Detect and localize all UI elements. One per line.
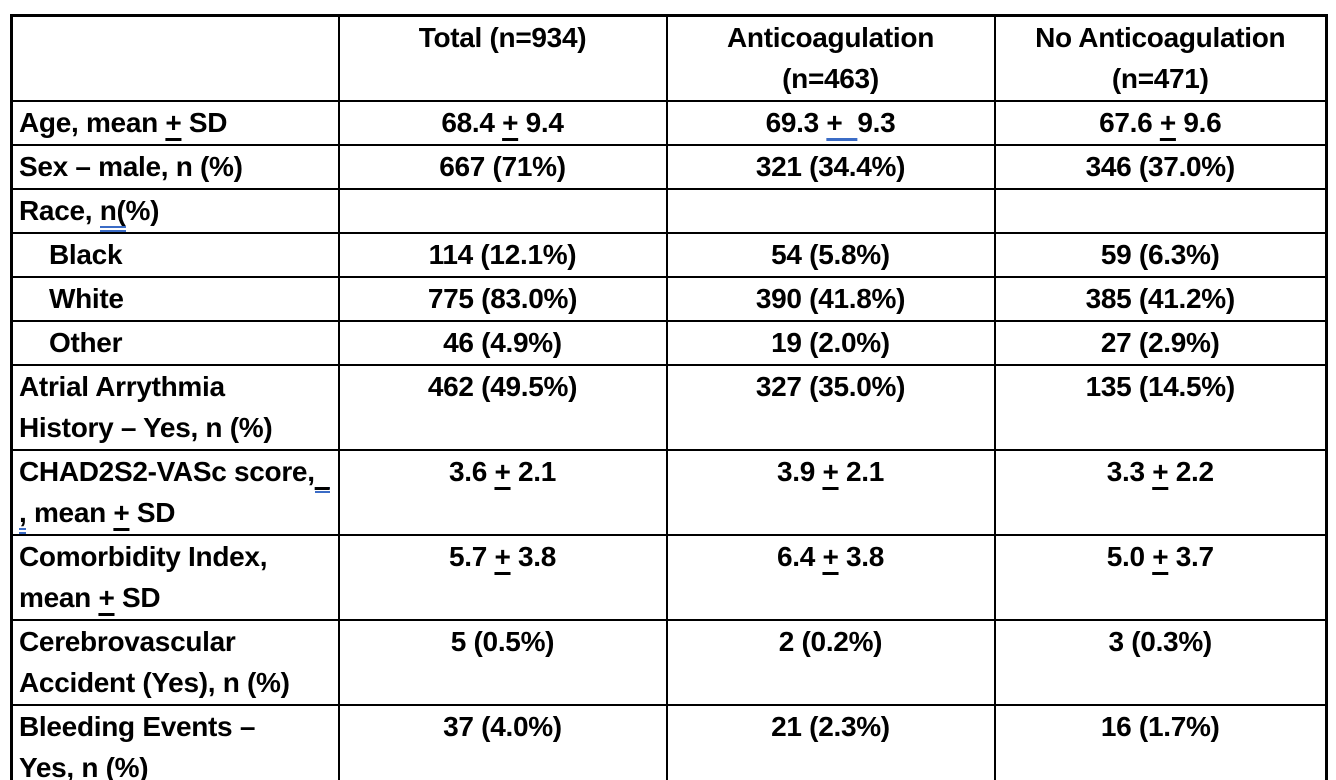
plus-minus-underline: + [1152,541,1169,572]
value-cell: 46 (4.9%) [337,320,668,366]
value-cell: 37 (4.0%) [337,704,668,780]
plus-minus-underline: + [822,541,839,572]
table-row-atrial-arrythmia-history: Atrial Arrythmia History – Yes, n (%) 462 … [10,364,1328,451]
value-cell: 3.6 + 2.1 [337,449,668,536]
value-cell: 21 (2.3%) [665,704,996,780]
row-label: Atrial Arrythmia History – Yes, n (%) [10,364,340,451]
value-cell: 19 (2.0%) [665,320,996,366]
plus-minus-underline: + [98,582,115,613]
value-cell: 16 (1.7%) [993,704,1328,780]
value-cell: 775 (83.0%) [337,276,668,322]
value-cell: 5.7 + 3.8 [337,534,668,621]
row-label: Cerebrovascular Accident (Yes), n (%) [10,619,340,706]
value-cell: 6.4 + 3.8 [665,534,996,621]
value-cell: 27 (2.9%) [993,320,1328,366]
value-cell: 321 (34.4%) [665,144,996,190]
value-cell: 54 (5.8%) [665,232,996,278]
value-cell: 385 (41.2%) [993,276,1328,322]
grammar-check-mark: , [19,497,27,533]
table-row-chad2s2-vasc-score: CHAD2S2-VASc score, , mean + SD 3.6 + 2.1… [10,449,1328,536]
value-cell: 3.9 + 2.1 [665,449,996,536]
plus-minus-underline: + [113,497,130,528]
value-cell: 69.3 + 9.3 [665,100,996,146]
value-cell: 390 (41.8%) [665,276,996,322]
value-cell: 2 (0.2%) [665,619,996,706]
table-row-bleeding-events: Bleeding Events – Yes, n (%) 37 (4.0%) 21 (… [10,704,1328,780]
table-row-race-white: White 775 (83.0%) 390 (41.8%) 385 (41.2%) [10,276,1328,322]
value-cell: 135 (14.5%) [993,364,1328,451]
row-label: Comorbidity Index, mean + SD [10,534,340,621]
value-cell [337,188,668,234]
table-row-race-other: Other 46 (4.9%) 19 (2.0%) 27 (2.9%) [10,320,1328,366]
value-cell [993,188,1328,234]
value-cell: 67.6 + 9.6 [993,100,1328,146]
column-header: No Anticoagulation (n=471) [993,14,1328,102]
value-cell: 5 (0.5%) [337,619,668,706]
plus-minus-underline: + [1159,107,1176,138]
row-label: Other [10,320,340,366]
document-page: { "colors": { "text": "#000000", "table_… [0,14,1336,780]
grammar-check-mark: n( [99,195,126,231]
table-row-race-black: Black 114 (12.1%) 54 (5.8%) 59 (6.3%) [10,232,1328,278]
plus-minus-underline: + [502,107,519,138]
value-cell: 59 (6.3%) [993,232,1328,278]
grammar-check-mark [314,456,330,493]
row-label: White [10,276,340,322]
table-row-race: Race, n(%) [10,188,1328,234]
value-cell: 3.3 + 2.2 [993,449,1328,536]
plus-minus-underline: + [822,456,839,487]
value-cell: 667 (71%) [337,144,668,190]
plus-minus-underline: + [1152,456,1169,487]
value-cell: 5.0 + 3.7 [993,534,1328,621]
table-row-age: Age, mean + SD 68.4 + 9.4 69.3 + 9.3 67.6 +… [10,100,1328,146]
value-cell: 3 (0.3%) [993,619,1328,706]
table-row-cerebrovascular-accident: Cerebrovascular Accident (Yes), n (%) 5 (0… [10,619,1328,706]
row-label: Sex – male, n (%) [10,144,340,190]
baseline-characteristics-table: Total (n=934) Anticoagulation (n=463) No An… [10,14,1328,780]
row-label: Race, n(%) [10,188,340,234]
row-label: Black [10,232,340,278]
plus-minus-blue-underline: + [826,107,858,138]
column-header: Anticoagulation (n=463) [665,14,996,102]
value-cell: 346 (37.0%) [993,144,1328,190]
row-label: Age, mean + SD [10,100,340,146]
value-cell: 114 (12.1%) [337,232,668,278]
column-header: Total (n=934) [337,14,668,102]
value-cell: 68.4 + 9.4 [337,100,668,146]
row-label: CHAD2S2-VASc score, , mean + SD [10,449,340,536]
table-row-comorbidity-index: Comorbidity Index, mean + SD 5.7 + 3.8 6.4 … [10,534,1328,621]
value-cell: 462 (49.5%) [337,364,668,451]
header-row: Total (n=934) Anticoagulation (n=463) No An… [10,14,1328,102]
plus-minus-underline: + [165,107,182,138]
value-cell: 327 (35.0%) [665,364,996,451]
value-cell [665,188,996,234]
table-row-sex-male: Sex – male, n (%) 667 (71%) 321 (34.4%) 346… [10,144,1328,190]
plus-minus-underline: + [494,541,511,572]
row-label: Bleeding Events – Yes, n (%) [10,704,340,780]
table-body: Age, mean + SD 68.4 + 9.4 69.3 + 9.3 67.6 +… [10,100,1328,780]
plus-minus-underline: + [494,456,511,487]
header-empty-cell [10,14,340,102]
